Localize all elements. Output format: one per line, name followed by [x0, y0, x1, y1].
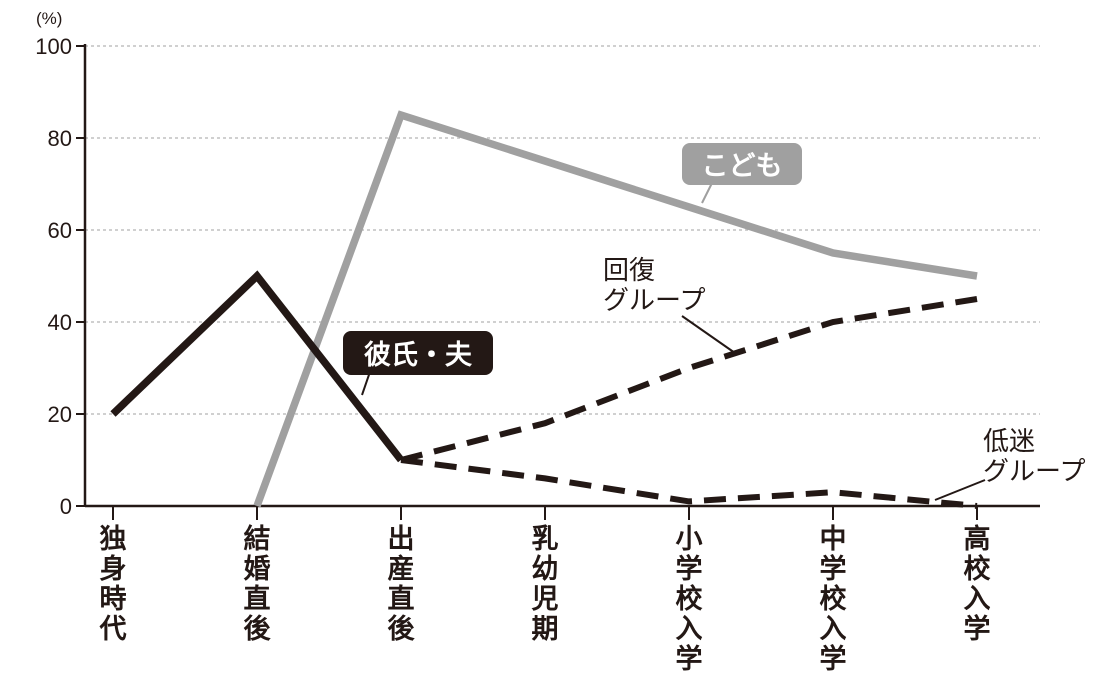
series-line-2 — [400, 296, 978, 463]
y-tick-label: 100 — [35, 34, 72, 59]
y-tick-label: 80 — [48, 126, 72, 151]
y-tick-labels: 0 20 40 60 80 100 — [35, 34, 72, 519]
series-label: 彼氏・夫 — [364, 340, 473, 371]
gridlines — [85, 45, 1040, 415]
axes — [76, 44, 1040, 520]
series-label-leader — [681, 315, 736, 354]
x-category-label: 小学校入学 — [676, 524, 703, 675]
x-category-label: 中学校入学 — [820, 524, 847, 675]
series-label-leader — [934, 479, 986, 501]
x-category-label: 高校入学 — [964, 523, 991, 645]
x-category-label: 結婚直後 — [244, 523, 272, 645]
y-tick-label: 60 — [48, 218, 72, 243]
y-unit-label: (%) — [36, 9, 62, 28]
series-line-1 — [253, 110, 978, 508]
y-tick-label: 20 — [48, 402, 72, 427]
x-category-label: 独身時代 — [99, 524, 127, 645]
series-line-3 — [400, 457, 978, 509]
series-label: 低迷グループ — [983, 427, 1085, 487]
series-label-box — [343, 331, 493, 375]
series-lines — [110, 110, 978, 509]
y-tick-label: 40 — [48, 310, 72, 335]
x-category-labels: 独身時代 結婚直後 出産直後 乳幼児期 小学校入学 中学校入学 高校入学 — [99, 523, 991, 675]
series-label: 回復グループ — [603, 256, 705, 316]
series-label-box — [682, 143, 802, 185]
y-tick-label: 0 — [60, 494, 72, 519]
x-category-label: 乳幼児期 — [532, 524, 559, 645]
series-label: こども — [702, 151, 783, 182]
series-label-leader — [701, 182, 713, 204]
series-line-0 — [110, 270, 404, 463]
x-category-label: 出産直後 — [388, 524, 416, 645]
